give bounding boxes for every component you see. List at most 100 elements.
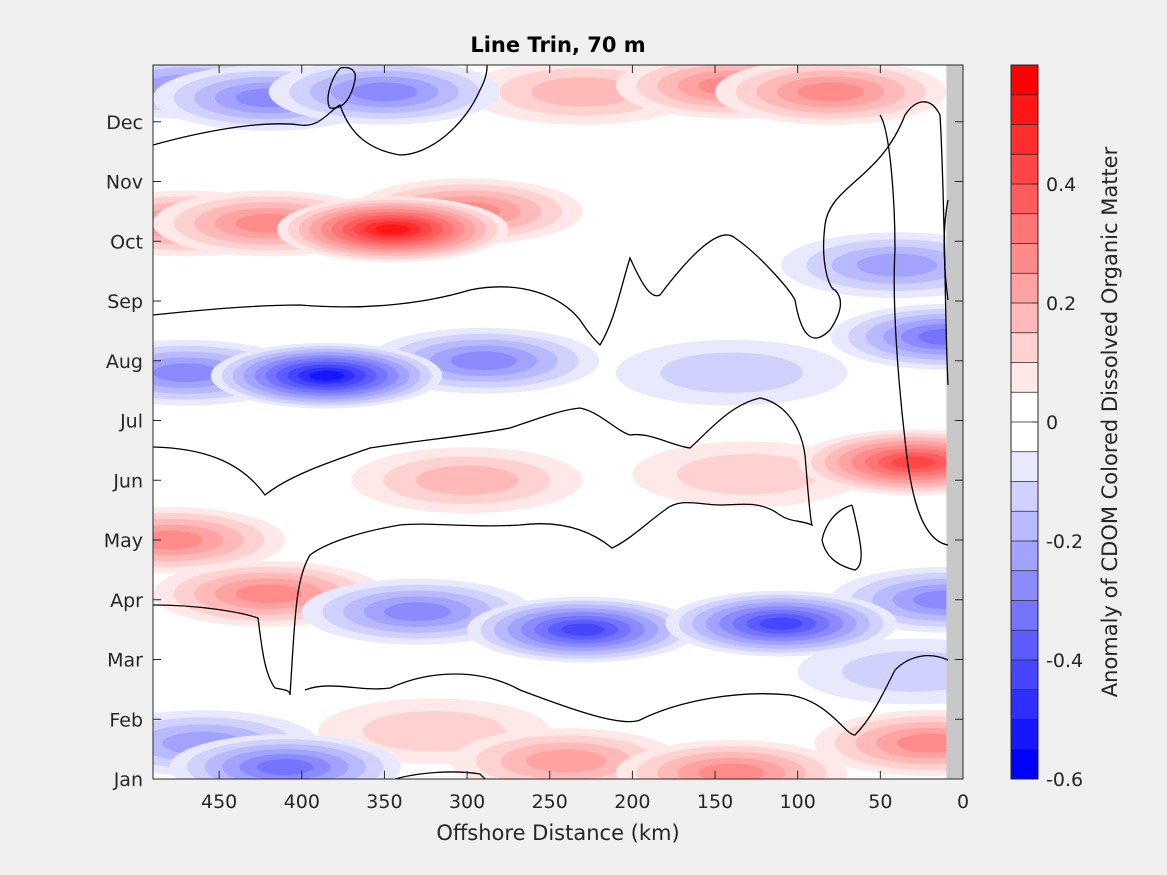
x-tick-label: 250	[532, 791, 568, 813]
anomaly-patch	[797, 638, 963, 705]
colorbar-swatch	[1011, 660, 1038, 691]
contour-fill-level	[351, 82, 418, 102]
zero-contour-line	[304, 655, 949, 736]
colorbar-tick-label: 0.4	[1046, 174, 1076, 196]
x-tick-label: 0	[957, 791, 969, 813]
x-tick-label: 450	[201, 791, 237, 813]
colorbar-tick-label: 0	[1046, 412, 1058, 434]
contour-fill-level	[561, 623, 605, 636]
anomaly-patch	[351, 447, 583, 514]
x-axis: 450 400 350 300 250 200 150 100 50 0	[201, 65, 969, 813]
contour-fill-level	[362, 710, 506, 752]
y-tick-label: Sep	[107, 291, 143, 313]
colorbar-swatch	[1011, 362, 1038, 393]
colorbar-swatch	[1011, 65, 1038, 96]
colorbar-swatch	[1011, 184, 1038, 215]
heatmap-field	[153, 65, 963, 779]
contour-fill-level	[856, 253, 938, 277]
anomaly-patch	[615, 339, 848, 406]
contour-fill-level	[309, 370, 345, 381]
contour-fill-level	[257, 759, 314, 776]
anomaly-patch	[268, 65, 501, 125]
colorbar-tick-label: -0.2	[1046, 531, 1083, 553]
colorbar-swatch	[1011, 213, 1038, 244]
zero-contour-line	[153, 604, 291, 696]
colorbar-swatch	[1011, 570, 1038, 601]
x-tick-label: 100	[780, 791, 816, 813]
zero-contour-line	[821, 504, 862, 571]
contour-fill-level	[842, 651, 963, 692]
colorbar-swatch	[1011, 481, 1038, 512]
anomaly-patch	[210, 342, 443, 409]
y-tick-label: Apr	[110, 590, 143, 612]
zero-contour-line	[153, 101, 949, 386]
colorbar-tick-label: -0.6	[1046, 769, 1083, 791]
colorbar-swatch	[1011, 422, 1038, 453]
y-axis: Jan Feb Mar Apr May Jun Jul Aug Sep Oct Nov Dec	[104, 112, 963, 791]
colorbar-swatch	[1011, 392, 1038, 423]
y-tick-label: Dec	[106, 112, 143, 134]
colorbar-swatch	[1011, 94, 1038, 125]
contour-fill-level	[415, 465, 519, 495]
y-tick-label: May	[104, 530, 143, 552]
anomaly-patch	[276, 196, 509, 263]
zero-contours	[153, 65, 949, 779]
x-tick-label: 150	[697, 791, 733, 813]
colorbar-swatch	[1011, 719, 1038, 750]
y-tick-label: Oct	[110, 231, 143, 253]
y-tick-label: Feb	[109, 709, 143, 731]
colorbar-swatch	[1011, 332, 1038, 363]
anomaly-patch	[665, 590, 897, 657]
x-axis-label: Offshore Distance (km)	[436, 821, 679, 845]
anomaly-patch	[781, 232, 963, 299]
chart-title: Line Trin, 70 m	[470, 33, 645, 57]
y-tick-label: Nov	[106, 172, 143, 194]
x-tick-label: 400	[284, 791, 320, 813]
x-tick-label: 350	[366, 791, 402, 813]
colorbar-axis: 0.4 0.2 0 -0.2 -0.4 -0.6	[1032, 174, 1083, 791]
zero-contour-line	[327, 66, 356, 109]
colorbar-swatch	[1011, 630, 1038, 661]
y-tick-label: Jan	[113, 769, 143, 791]
contour-fill-level	[375, 224, 411, 235]
contour-fill-level	[235, 584, 302, 604]
colorbar-swatch	[1011, 154, 1038, 185]
anomaly-patch	[814, 710, 963, 777]
colorbar-swatch	[1011, 451, 1038, 482]
x-tick-label: 200	[614, 791, 650, 813]
colorbar	[1010, 64, 1039, 780]
colorbar-swatch	[1011, 243, 1038, 274]
y-tick-label: Aug	[106, 351, 143, 373]
contour-fill-level	[153, 363, 220, 383]
contour-fill-level	[153, 530, 203, 550]
zero-contour-line	[153, 65, 488, 156]
y-tick-label: Mar	[107, 650, 143, 672]
colorbar-swatch	[1011, 273, 1038, 304]
contour-fill-level	[660, 352, 803, 393]
contour-fill-level	[450, 351, 517, 371]
colorbar-swatch	[1011, 303, 1038, 334]
anomaly-patch	[169, 734, 401, 779]
anomaly-patch	[450, 728, 682, 779]
y-tick-label: Jul	[119, 411, 143, 433]
zero-contour-line	[153, 397, 814, 696]
x-tick-label: 50	[868, 791, 892, 813]
no-data-strip	[946, 65, 963, 779]
zero-contour-line	[943, 199, 949, 301]
contour-fill-level	[797, 82, 864, 102]
colorbar-tick-label: 0.2	[1046, 293, 1076, 315]
anomaly-patch	[797, 429, 963, 496]
colorbar-swatch	[1011, 541, 1038, 572]
contour-fill-level	[526, 749, 607, 773]
colorbar-label: Anomaly of CDOM Colored Dissolved Organi…	[1098, 146, 1122, 697]
colorbar-tick-label: -0.4	[1046, 650, 1083, 672]
contour-fill-level	[698, 763, 765, 779]
anomaly-patch	[715, 65, 947, 125]
contour-fill-level	[759, 617, 803, 630]
y-tick-label: Jun	[112, 470, 143, 492]
colorbar-swatch	[1011, 749, 1038, 780]
anomaly-patch	[467, 596, 699, 663]
colorbar-swatch	[1011, 689, 1038, 720]
